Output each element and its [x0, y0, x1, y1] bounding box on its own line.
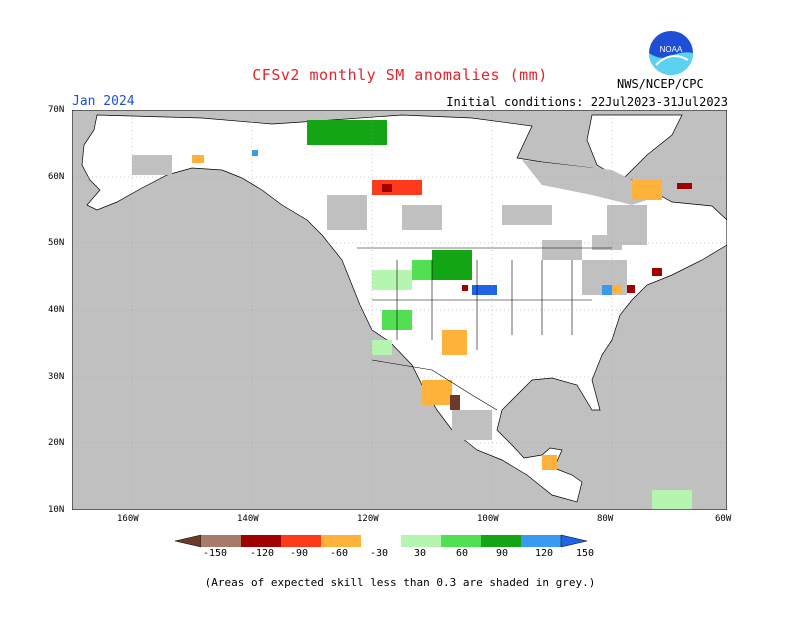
lon-label: 120W [357, 514, 379, 524]
noaa-logo: NOAA [649, 31, 693, 75]
soil-moisture-map [72, 110, 727, 510]
map-title: CFSv2 monthly SM anomalies (mm) [252, 66, 548, 84]
colorbar-label: 30 [414, 548, 427, 559]
agency-label: NWS/NCEP/CPC [617, 77, 704, 91]
lat-label: 30N [48, 372, 65, 382]
noaa-logo-text: NOAA [660, 45, 683, 54]
political-borders [357, 247, 612, 411]
colorbar-label: -150 [203, 548, 228, 559]
forecast-month: Jan 2024 [72, 94, 135, 109]
colorbar-cell [241, 535, 281, 547]
initial-conditions: Initial conditions: 22Jul2023-31Jul2023 [446, 95, 728, 109]
lon-label: 160W [117, 514, 139, 524]
footnote: (Areas of expected skill less than 0.3 a… [204, 576, 596, 589]
graticule [72, 110, 727, 510]
greenland [586, 114, 683, 181]
lat-label: 10N [48, 505, 65, 515]
lon-label: 140W [237, 514, 259, 524]
colorbar-label: -120 [250, 548, 275, 559]
lon-label: 60W [715, 514, 732, 524]
low-skill-mask [132, 155, 662, 440]
colorbar-label: -60 [330, 548, 349, 559]
colorbar-label: -30 [370, 548, 389, 559]
colorbar-label: 60 [456, 548, 469, 559]
colorbar-cell [441, 535, 481, 547]
colorbar-arrow-left [175, 534, 202, 548]
lon-label: 100W [477, 514, 499, 524]
colorbar-cell [401, 535, 441, 547]
lon-label: 80W [597, 514, 614, 524]
lat-label: 40N [48, 305, 65, 315]
colorbar-label: -90 [290, 548, 309, 559]
colorbar-label: 120 [535, 548, 554, 559]
colorbar-label: 150 [576, 548, 595, 559]
colorbar-cell [361, 535, 401, 547]
colorbar-arrow-right [560, 534, 588, 548]
lat-label: 60N [48, 172, 65, 182]
colorbar-cell [521, 535, 561, 547]
colorbar-cell [481, 535, 521, 547]
colorbar-cell [201, 535, 241, 547]
lat-label: 70N [48, 105, 65, 115]
colorbar [175, 534, 588, 548]
lat-label: 20N [48, 438, 65, 448]
north-america-landmass [81, 114, 727, 503]
lat-label: 50N [48, 238, 65, 248]
colorbar-cell [281, 535, 321, 547]
anomaly-cells [192, 120, 692, 510]
colorbar-label: 90 [496, 548, 509, 559]
colorbar-cell [321, 535, 361, 547]
